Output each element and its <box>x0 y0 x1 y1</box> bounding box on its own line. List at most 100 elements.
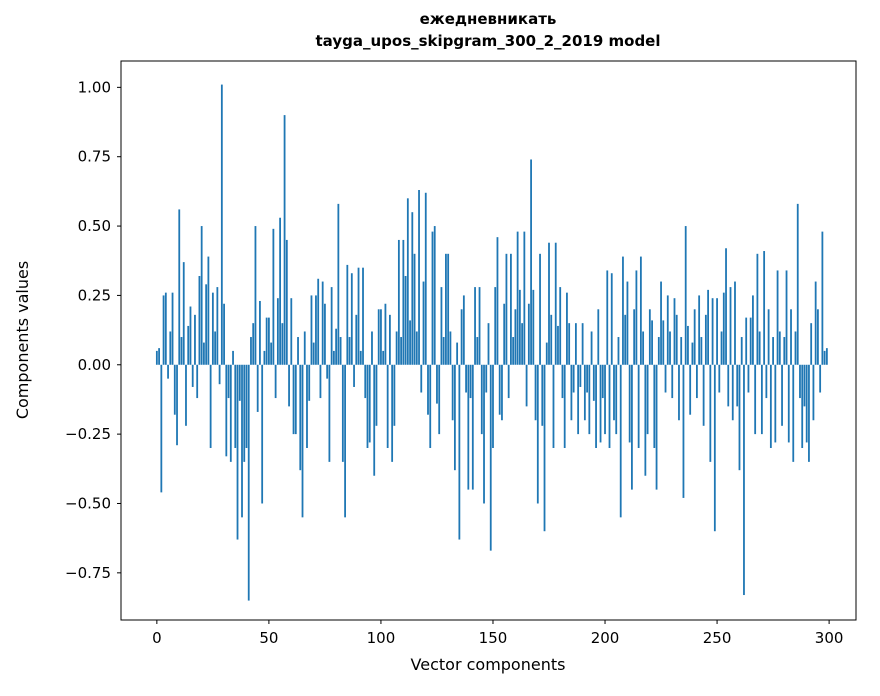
tick-label: 0 <box>152 629 162 647</box>
bar <box>689 364 692 415</box>
bar <box>720 331 723 365</box>
tick-label: −0.50 <box>65 494 111 512</box>
bar <box>389 314 391 365</box>
bar <box>445 253 447 365</box>
bar <box>568 323 571 365</box>
bar <box>662 320 665 365</box>
bar <box>335 328 338 365</box>
bar <box>660 281 662 365</box>
bar <box>653 364 656 448</box>
y-axis-ticks: 1.00 0.75 0.50 0.25 0.00 −0.25 −0.50 −0.75 <box>65 78 121 582</box>
bar <box>395 331 398 365</box>
bar <box>397 239 400 365</box>
bar <box>232 350 234 365</box>
bar <box>198 276 201 365</box>
bar <box>501 364 503 421</box>
bar <box>160 364 163 493</box>
bar <box>279 217 281 365</box>
bar <box>702 364 705 426</box>
chart-subtitle: tayga_upos_skipgram_300_2_2019 model <box>316 32 661 50</box>
bar <box>557 325 559 365</box>
bar <box>635 270 638 365</box>
bar <box>480 364 483 435</box>
bar <box>155 350 158 365</box>
bar <box>274 364 277 399</box>
bar <box>418 190 420 365</box>
bar <box>577 364 580 435</box>
bar <box>332 350 335 365</box>
bar <box>523 231 526 365</box>
bar <box>326 364 329 379</box>
bar <box>492 364 494 448</box>
bar <box>209 364 212 448</box>
bar <box>693 309 696 365</box>
bar <box>615 364 618 435</box>
tick-label: 0.75 <box>78 148 111 166</box>
bar <box>738 364 741 471</box>
bar <box>756 253 759 365</box>
bar <box>684 226 687 365</box>
bar <box>592 364 595 401</box>
bar <box>566 292 568 365</box>
bar <box>292 364 295 435</box>
bar <box>749 317 752 365</box>
bar <box>716 298 718 365</box>
bar <box>220 84 223 365</box>
bar <box>402 239 405 365</box>
bar <box>532 289 535 365</box>
x-axis-label: Vector components <box>411 655 566 674</box>
bar <box>785 270 788 365</box>
bar <box>736 364 739 407</box>
bar <box>631 364 633 490</box>
bar <box>173 364 176 415</box>
bar <box>776 270 779 365</box>
bar <box>471 364 474 490</box>
x-axis-ticks: 0 50 100 150 200 250 300 <box>152 620 843 647</box>
bar <box>769 364 772 448</box>
bar <box>306 364 308 448</box>
tick-label: 0.00 <box>78 356 111 374</box>
bar-series <box>155 84 828 601</box>
bar <box>453 364 456 471</box>
bar <box>362 267 364 365</box>
bar <box>256 364 259 412</box>
bar <box>599 364 602 443</box>
bar <box>722 292 725 365</box>
bar <box>350 273 353 365</box>
bar <box>671 364 674 399</box>
bar <box>348 337 351 365</box>
bar <box>485 364 488 393</box>
tick-label: 150 <box>479 629 508 647</box>
bar <box>752 295 754 365</box>
bar <box>227 364 230 399</box>
bar <box>180 337 183 365</box>
bar <box>507 364 510 399</box>
bar <box>498 364 501 415</box>
bar <box>718 364 721 393</box>
bar <box>400 337 403 365</box>
bar <box>194 314 196 365</box>
bar <box>570 364 573 421</box>
bar <box>767 309 770 365</box>
bar <box>245 364 248 448</box>
bar <box>294 364 297 435</box>
bar <box>574 323 577 365</box>
bar <box>420 364 423 393</box>
bar <box>328 364 331 462</box>
bar <box>339 337 342 365</box>
bar <box>563 364 566 448</box>
bar <box>236 364 239 540</box>
bar <box>530 159 532 365</box>
bar <box>628 364 631 443</box>
bar <box>678 364 680 421</box>
bar <box>433 226 436 365</box>
bar <box>478 287 481 365</box>
bar <box>303 331 306 365</box>
bar <box>792 364 795 462</box>
bar <box>214 331 217 365</box>
bar <box>265 317 268 365</box>
bar <box>514 309 517 365</box>
bar <box>644 364 647 476</box>
bar <box>169 331 172 365</box>
